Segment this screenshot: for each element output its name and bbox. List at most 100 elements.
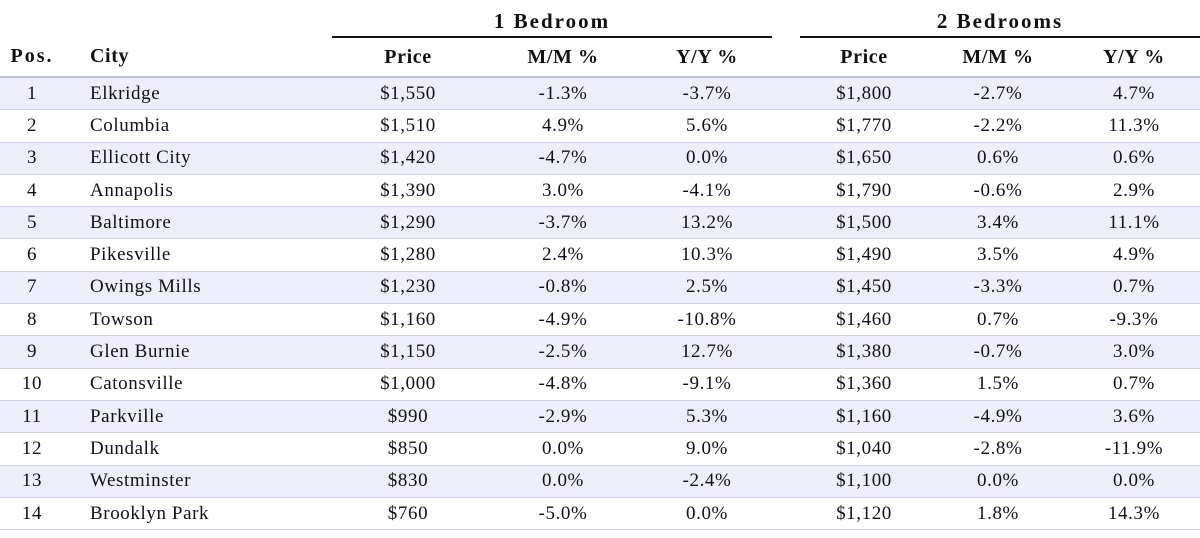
cell-gap bbox=[772, 335, 800, 369]
cell-yy-2br: 2.9% bbox=[1068, 174, 1200, 208]
cell-city: Parkville bbox=[64, 400, 332, 434]
cell-price-2br: $1,790 bbox=[800, 174, 928, 208]
cell-yy-2br: -9.3% bbox=[1068, 303, 1200, 337]
cell-price-2br: $1,100 bbox=[800, 465, 928, 498]
cell-price-2br: $1,460 bbox=[800, 303, 928, 337]
table-row: 6 Pikesville $1,280 2.4% 10.3% $1,490 3.5% 4.9% bbox=[0, 238, 1200, 272]
cell-mm-2br: 0.7% bbox=[928, 303, 1068, 337]
cell-yy-1br: 0.0% bbox=[642, 142, 772, 175]
cell-price-2br: $1,500 bbox=[800, 206, 928, 240]
cell-price-1br: $1,230 bbox=[332, 271, 484, 305]
cell-gap bbox=[772, 206, 800, 240]
cell-yy-1br: 12.7% bbox=[642, 335, 772, 369]
table-row: 3 Ellicott City $1,420 -4.7% 0.0% $1,650 0.6% 0… bbox=[0, 142, 1200, 175]
cell-yy-2br: 0.7% bbox=[1068, 368, 1200, 401]
column-header-city: City bbox=[64, 37, 332, 78]
table-row: 5 Baltimore $1,290 -3.7% 13.2% $1,500 3.4% 11.1… bbox=[0, 206, 1200, 240]
cell-gap bbox=[772, 109, 800, 143]
cell-yy-2br: 4.9% bbox=[1068, 238, 1200, 272]
cell-gap bbox=[772, 497, 800, 531]
cell-gap bbox=[772, 465, 800, 498]
table-row: 10 Catonsville $1,000 -4.8% -9.1% $1,360 1.5% 0… bbox=[0, 368, 1200, 401]
cell-pos: 10 bbox=[0, 368, 64, 401]
cell-city: Elkridge bbox=[64, 77, 332, 111]
column-header-yy-2br: Y/Y % bbox=[1068, 37, 1200, 78]
cell-pos: 14 bbox=[0, 497, 64, 531]
cell-city: Westminster bbox=[64, 465, 332, 498]
cell-gap bbox=[772, 303, 800, 337]
cell-mm-2br: 1.5% bbox=[928, 368, 1068, 401]
cell-gap bbox=[772, 271, 800, 305]
cell-yy-1br: 13.2% bbox=[642, 206, 772, 240]
cell-price-1br: $850 bbox=[332, 432, 484, 466]
cell-yy-1br: -4.1% bbox=[642, 174, 772, 208]
cell-price-2br: $1,120 bbox=[800, 497, 928, 531]
cell-price-1br: $1,000 bbox=[332, 368, 484, 401]
cell-gap bbox=[772, 142, 800, 175]
cell-yy-2br: 3.0% bbox=[1068, 335, 1200, 369]
cell-pos: 7 bbox=[0, 271, 64, 305]
table-row: 14 Brooklyn Park $760 -5.0% 0.0% $1,120 1.8% 14… bbox=[0, 497, 1200, 531]
table-body: 1 Elkridge $1,550 -1.3% -3.7% $1,800 -2.7% 4.7%… bbox=[0, 77, 1200, 531]
cell-yy-2br: 14.3% bbox=[1068, 497, 1200, 531]
cell-mm-2br: -0.6% bbox=[928, 174, 1068, 208]
cell-yy-1br: 5.6% bbox=[642, 109, 772, 143]
cell-price-2br: $1,040 bbox=[800, 432, 928, 466]
cell-city: Towson bbox=[64, 303, 332, 337]
table-row: 1 Elkridge $1,550 -1.3% -3.7% $1,800 -2.7% 4.7% bbox=[0, 77, 1200, 111]
cell-gap bbox=[772, 368, 800, 401]
cell-mm-1br: -0.8% bbox=[484, 271, 642, 305]
cell-yy-1br: -10.8% bbox=[642, 303, 772, 337]
cell-price-1br: $1,160 bbox=[332, 303, 484, 337]
cell-mm-2br: 1.8% bbox=[928, 497, 1068, 531]
cell-price-2br: $1,770 bbox=[800, 109, 928, 143]
cell-price-1br: $1,290 bbox=[332, 206, 484, 240]
cell-mm-1br: 4.9% bbox=[484, 109, 642, 143]
cell-mm-2br: -3.3% bbox=[928, 271, 1068, 305]
cell-yy-2br: -11.9% bbox=[1068, 432, 1200, 466]
cell-mm-1br: -2.5% bbox=[484, 335, 642, 369]
cell-yy-2br: 0.0% bbox=[1068, 465, 1200, 498]
cell-yy-1br: 10.3% bbox=[642, 238, 772, 272]
cell-yy-1br: -9.1% bbox=[642, 368, 772, 401]
cell-mm-1br: -4.9% bbox=[484, 303, 642, 337]
cell-pos: 5 bbox=[0, 206, 64, 240]
cell-yy-2br: 11.1% bbox=[1068, 206, 1200, 240]
cell-city: Owings Mills bbox=[64, 271, 332, 305]
group-header-row: 1 Bedroom 2 Bedrooms bbox=[0, 6, 1200, 38]
cell-yy-1br: 2.5% bbox=[642, 271, 772, 305]
cell-mm-1br: 0.0% bbox=[484, 465, 642, 498]
cell-pos: 8 bbox=[0, 303, 64, 337]
cell-price-1br: $760 bbox=[332, 497, 484, 531]
cell-mm-2br: -2.8% bbox=[928, 432, 1068, 466]
cell-city: Annapolis bbox=[64, 174, 332, 208]
cell-yy-1br: 0.0% bbox=[642, 497, 772, 531]
column-header-row: Pos. City Price M/M % Y/Y % Price M/M % … bbox=[0, 37, 1200, 78]
cell-yy-2br: 11.3% bbox=[1068, 109, 1200, 143]
group-gap bbox=[772, 6, 800, 37]
cell-city: Ellicott City bbox=[64, 142, 332, 175]
cell-mm-1br: -2.9% bbox=[484, 400, 642, 434]
cell-mm-1br: -5.0% bbox=[484, 497, 642, 531]
cell-mm-1br: -3.7% bbox=[484, 206, 642, 240]
group-header-one-bedroom: 1 Bedroom bbox=[332, 6, 772, 38]
cell-yy-1br: -2.4% bbox=[642, 465, 772, 498]
cell-pos: 9 bbox=[0, 335, 64, 369]
cell-mm-1br: 3.0% bbox=[484, 174, 642, 208]
group-spacer bbox=[0, 6, 64, 37]
column-header-mm-2br: M/M % bbox=[928, 37, 1068, 78]
cell-city: Baltimore bbox=[64, 206, 332, 240]
cell-price-2br: $1,360 bbox=[800, 368, 928, 401]
table-row: 11 Parkville $990 -2.9% 5.3% $1,160 -4.9% 3.6% bbox=[0, 400, 1200, 434]
cell-pos: 1 bbox=[0, 77, 64, 111]
cell-mm-2br: -2.2% bbox=[928, 109, 1068, 143]
cell-pos: 3 bbox=[0, 142, 64, 175]
cell-yy-2br: 4.7% bbox=[1068, 77, 1200, 111]
cell-city: Columbia bbox=[64, 109, 332, 143]
cell-mm-2br: 0.6% bbox=[928, 142, 1068, 175]
cell-pos: 4 bbox=[0, 174, 64, 208]
cell-mm-1br: 0.0% bbox=[484, 432, 642, 466]
cell-gap bbox=[772, 174, 800, 208]
table-row: 2 Columbia $1,510 4.9% 5.6% $1,770 -2.2% 11.3% bbox=[0, 109, 1200, 143]
column-header-mm-1br: M/M % bbox=[484, 37, 642, 78]
